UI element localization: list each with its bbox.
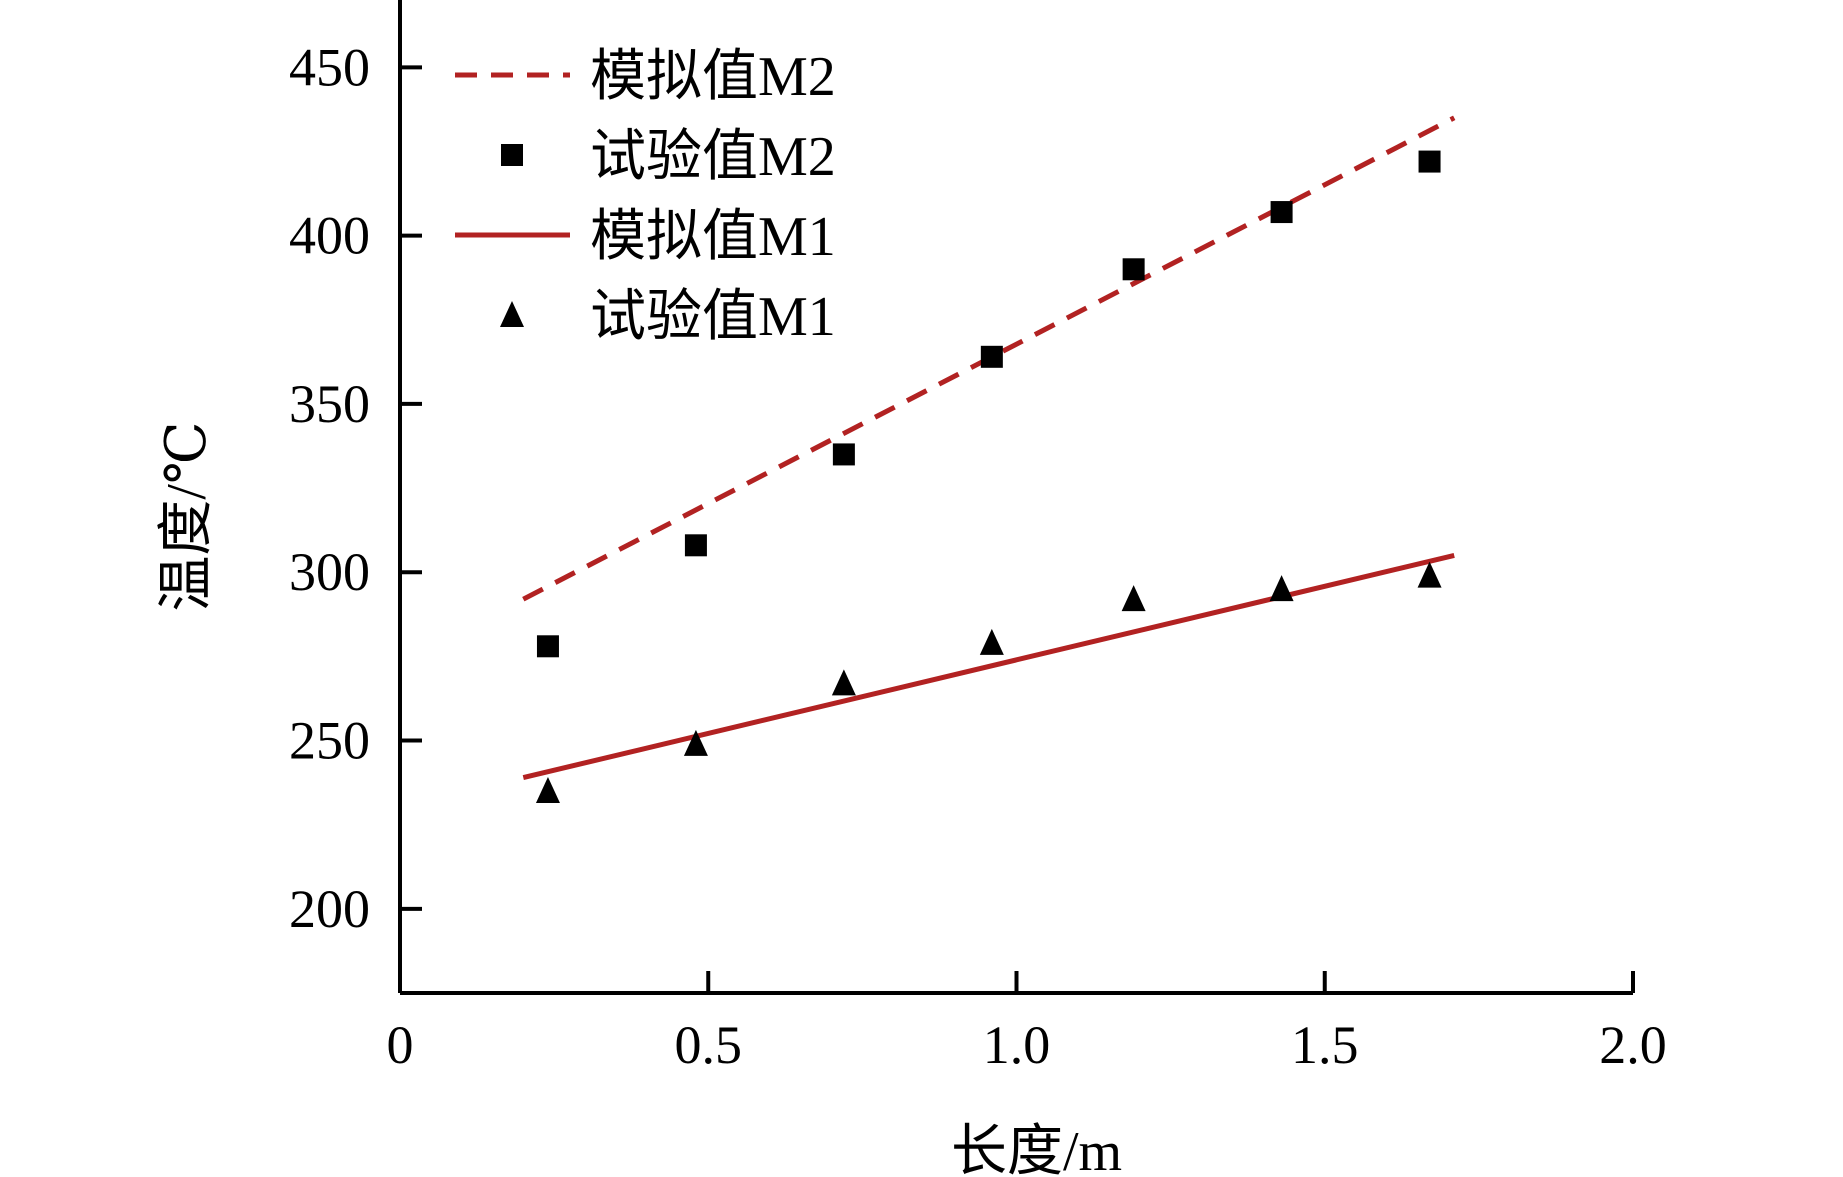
legend-label: 试验值M2 — [590, 126, 836, 188]
legend-label: 模拟值M1 — [590, 206, 836, 268]
triangle-data-point — [683, 729, 708, 756]
x-tick-label: 1.5 — [1291, 1015, 1359, 1075]
triangle-data-point — [1269, 575, 1294, 602]
triangle-data-point — [1121, 585, 1146, 612]
legend-item: 试验值M2 — [501, 126, 836, 188]
square-data-point — [1270, 201, 1293, 224]
square-data-point — [536, 635, 559, 658]
series-3 — [522, 552, 1455, 781]
x-tick-label: 0 — [387, 1015, 414, 1075]
y-tick-label: 400 — [289, 206, 370, 266]
legend-item: 模拟值M1 — [455, 206, 836, 268]
legend-item: 试验值M1 — [500, 286, 836, 348]
y-axis-title: 温度/℃ — [156, 421, 218, 611]
legend-label: 试验值M1 — [590, 286, 836, 348]
series-4 — [535, 561, 1442, 804]
square-data-point — [1122, 258, 1145, 281]
square-data-point — [1418, 150, 1441, 173]
square-data-point — [832, 443, 855, 466]
legend-item: 模拟值M2 — [455, 46, 836, 108]
series-layer — [522, 115, 1456, 804]
triangle-data-point — [535, 777, 560, 804]
x-tick-label: 1.0 — [983, 1015, 1051, 1075]
y-tick-label: 200 — [289, 879, 370, 939]
x-tick-label: 0.5 — [675, 1015, 743, 1075]
x-tick-label: 2.0 — [1599, 1015, 1667, 1075]
square-data-point — [684, 534, 707, 557]
triangle-data-point — [831, 669, 856, 696]
square-data-point — [980, 345, 1003, 368]
y-tick-label: 300 — [289, 542, 370, 602]
legend-label: 模拟值M2 — [590, 46, 836, 108]
y-tick-label: 450 — [289, 37, 370, 97]
axes: 0 0.5 1.0 1.5 2.0 200 250 300 350 400 450 — [289, 0, 1667, 1075]
legend-marker-swatch — [501, 144, 523, 166]
legend-marker-swatch — [500, 301, 524, 327]
legend: 模拟值M2 试验值M2 模拟值M1 试验值M1 — [455, 46, 836, 348]
triangle-data-point — [979, 628, 1004, 655]
y-tick-label: 250 — [289, 711, 370, 771]
solid-series-line — [522, 552, 1455, 781]
series-2 — [536, 150, 1441, 658]
x-axis-title: 长度/m — [951, 1121, 1122, 1177]
triangle-data-point — [1417, 561, 1442, 588]
y-tick-label: 350 — [289, 374, 370, 434]
